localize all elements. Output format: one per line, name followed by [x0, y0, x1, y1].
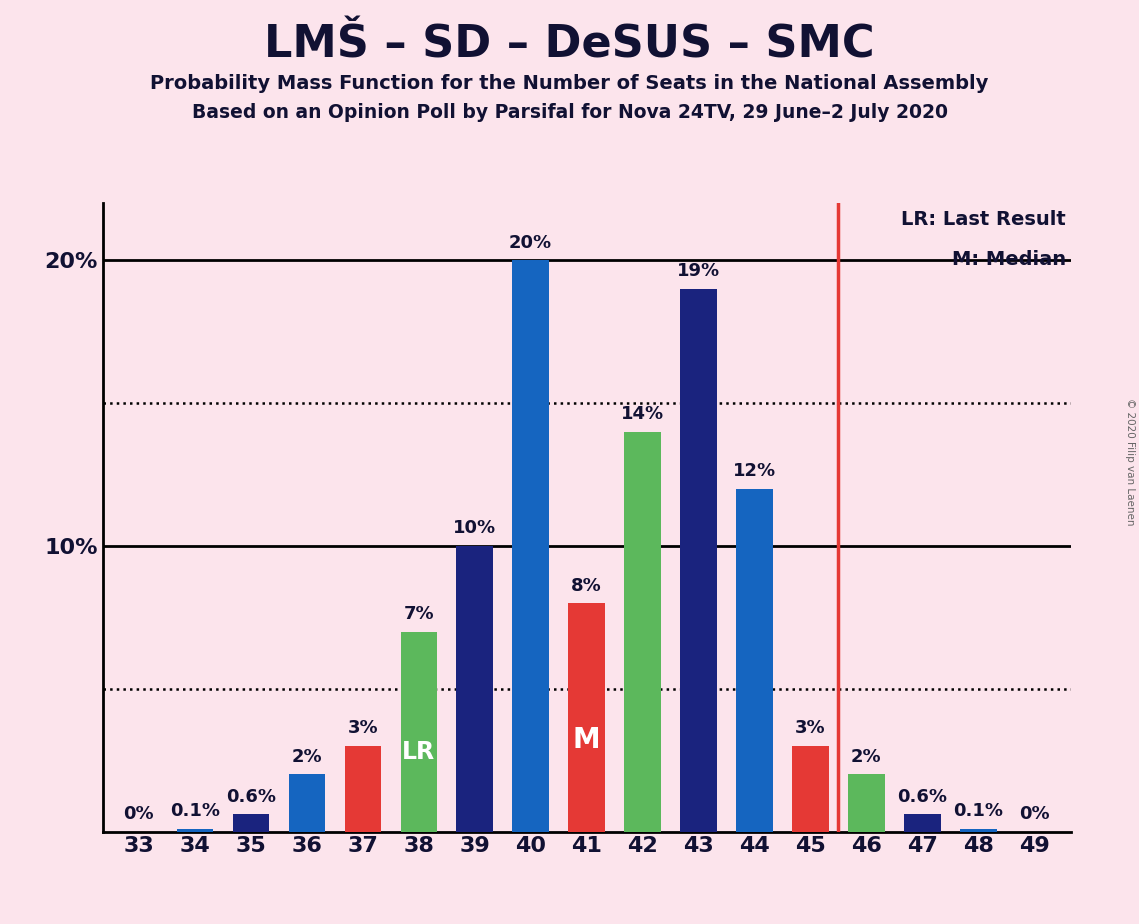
Bar — [960, 829, 997, 832]
Text: © 2020 Filip van Laenen: © 2020 Filip van Laenen — [1125, 398, 1134, 526]
Text: LR: LR — [402, 739, 435, 763]
Bar — [288, 774, 325, 832]
Text: Based on an Opinion Poll by Parsifal for Nova 24TV, 29 June–2 July 2020: Based on an Opinion Poll by Parsifal for… — [191, 103, 948, 123]
Bar — [457, 546, 493, 832]
Bar — [849, 774, 885, 832]
Bar — [680, 289, 716, 832]
Text: 2%: 2% — [292, 748, 322, 766]
Text: 14%: 14% — [621, 406, 664, 423]
Text: 8%: 8% — [572, 577, 601, 594]
Text: 7%: 7% — [403, 605, 434, 623]
Bar — [624, 432, 661, 832]
Text: 3%: 3% — [795, 720, 826, 737]
Text: LMŠ – SD – DeSUS – SMC: LMŠ – SD – DeSUS – SMC — [264, 23, 875, 67]
Text: M: Median: M: Median — [952, 250, 1066, 270]
Text: 3%: 3% — [347, 720, 378, 737]
Bar — [232, 814, 269, 832]
Bar — [401, 632, 437, 832]
Text: 2%: 2% — [851, 748, 882, 766]
Text: 0.1%: 0.1% — [170, 802, 220, 821]
Text: 0.6%: 0.6% — [226, 788, 276, 806]
Text: M: M — [573, 726, 600, 754]
Text: Probability Mass Function for the Number of Seats in the National Assembly: Probability Mass Function for the Number… — [150, 74, 989, 93]
Bar — [513, 261, 549, 832]
Bar — [177, 829, 213, 832]
Bar — [736, 489, 772, 832]
Text: 10%: 10% — [453, 519, 497, 538]
Bar — [344, 746, 380, 832]
Text: LR: Last Result: LR: Last Result — [901, 210, 1066, 228]
Bar — [568, 603, 605, 832]
Text: 19%: 19% — [677, 262, 720, 280]
Text: 0.6%: 0.6% — [898, 788, 948, 806]
Bar — [793, 746, 828, 832]
Text: 12%: 12% — [732, 462, 776, 480]
Text: 0.1%: 0.1% — [953, 802, 1003, 821]
Bar — [904, 814, 941, 832]
Text: 0%: 0% — [1019, 805, 1050, 823]
Text: 0%: 0% — [123, 805, 154, 823]
Text: 20%: 20% — [509, 234, 552, 252]
